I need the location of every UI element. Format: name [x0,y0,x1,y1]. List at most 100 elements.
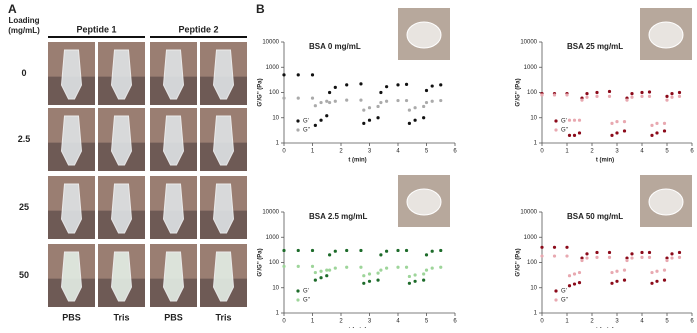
tube [164,252,184,301]
data-point [359,249,362,252]
data-point [311,73,314,76]
data-point [615,131,618,134]
tube [164,50,184,99]
x-tick-label: 5 [425,319,429,325]
data-point [655,270,658,273]
data-point [376,272,379,275]
x-tick-label: 6 [453,149,457,155]
y-tick-label: 100 [269,260,280,266]
x-tick-label: 2 [590,149,594,155]
tube [164,184,184,233]
y-tick-label: 10 [272,285,279,291]
data-point [376,279,379,282]
data-point [379,91,382,94]
y-tick-label: 10000 [262,40,279,46]
data-point [595,256,598,259]
legend-marker [296,128,299,131]
data-point [422,279,425,282]
data-point [319,119,322,122]
group-rule [150,36,247,38]
data-point [368,106,371,109]
x-tick-label: 5 [665,149,669,155]
legend-marker [296,289,299,292]
hydrogel [407,22,441,48]
data-point [578,119,581,122]
data-point [362,122,365,125]
x-tick-label: 0 [282,319,286,325]
data-point [328,91,331,94]
data-point [665,99,668,102]
data-point [319,101,322,104]
data-point [610,282,613,285]
data-point [297,73,300,76]
data-point [663,129,666,132]
data-point [630,96,633,99]
data-point [422,272,425,275]
data-point [368,280,371,283]
row-label: 50 [19,270,29,280]
data-point [359,82,362,85]
legend-label: G' [303,289,309,295]
data-point [379,269,382,272]
data-point [625,99,628,102]
data-point [314,279,317,282]
tube [214,116,234,165]
legend-marker [554,289,557,292]
data-point [553,254,556,257]
chart-title: BSA 50 mg/mL [567,212,623,221]
tube [62,184,82,233]
tube [214,252,234,301]
data-point [678,91,681,94]
legend-label: G' [561,289,567,295]
data-point [585,256,588,259]
data-point [359,266,362,269]
group-header: Peptide 1 [76,24,116,34]
data-point [334,86,337,89]
data-point [678,251,681,254]
data-point [648,90,651,93]
data-point [408,109,411,112]
data-point [439,83,442,86]
data-point [623,279,626,282]
data-point [573,282,576,285]
data-point [408,282,411,285]
legend-marker [554,298,557,301]
data-point [565,246,568,249]
data-point [408,275,411,278]
data-point [345,99,348,102]
data-point [630,252,633,255]
data-point [568,134,571,137]
data-point [282,265,285,268]
data-point [359,99,362,102]
data-point [578,131,581,134]
data-point [640,91,643,94]
x-tick-label: 0 [540,149,544,155]
legend-label: G'' [303,128,310,134]
data-point [663,279,666,282]
data-point [665,95,668,98]
data-point [314,104,317,107]
data-point [608,95,611,98]
legend-marker [296,298,299,301]
data-point [362,274,365,277]
y-tick-label: 100 [527,90,538,96]
y-tick-label: 100 [269,90,280,96]
x-tick-label: 0 [282,149,286,155]
data-point [345,83,348,86]
data-point [414,280,417,283]
tube [112,184,132,233]
tube [62,50,82,99]
legend-label: G'' [561,298,568,304]
data-point [568,274,571,277]
row-label: 0 [21,68,26,78]
panel-label: B [256,2,265,16]
data-point [385,250,388,253]
data-point [595,91,598,94]
x-tick-label: 2 [339,319,343,325]
data-point [565,254,568,257]
data-point [573,119,576,122]
data-point [314,271,317,274]
data-point [425,89,428,92]
legend-marker [554,128,557,131]
